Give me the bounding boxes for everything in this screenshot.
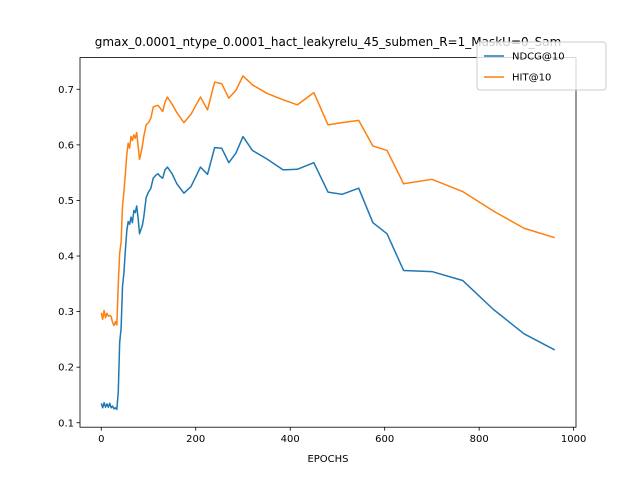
legend-box: [476, 41, 607, 91]
y-tick-label: 0.3: [58, 307, 74, 318]
chart-title: gmax_0.0001_ntype_0.0001_hact_leakyrelu_…: [95, 35, 562, 49]
y-tick-label: 0.4: [58, 252, 74, 263]
plot-layer: [100, 75, 556, 411]
y-tick-label: 0.7: [58, 85, 74, 96]
legend: NDCG@10 HIT@10: [476, 41, 607, 91]
legend-label-ndcg: NDCG@10: [512, 52, 565, 63]
y-tick-label: 0.6: [58, 140, 74, 151]
x-tick-label: 600: [375, 434, 394, 445]
axes-layer: 0 200 400 600 800 1000 0.1 0.2 0.3 0.4 0.5 0.6 0.7: [58, 85, 586, 445]
x-axis-label: EPOCHS: [307, 454, 348, 465]
y-tick-label: 0.5: [58, 196, 74, 207]
x-tick-label: 1000: [561, 434, 586, 445]
y-tick-label: 0.1: [58, 418, 74, 429]
series-line-hit: [100, 75, 555, 327]
x-tick-label: 200: [186, 434, 205, 445]
x-tick-label: 0: [98, 434, 104, 445]
series-line-ndcg: [100, 135, 556, 411]
x-tick-label: 800: [470, 434, 489, 445]
plot-frame: [79, 57, 577, 428]
x-tick-label: 400: [281, 434, 300, 445]
legend-label-hit: HIT@10: [512, 73, 551, 84]
y-tick-label: 0.2: [58, 363, 74, 374]
